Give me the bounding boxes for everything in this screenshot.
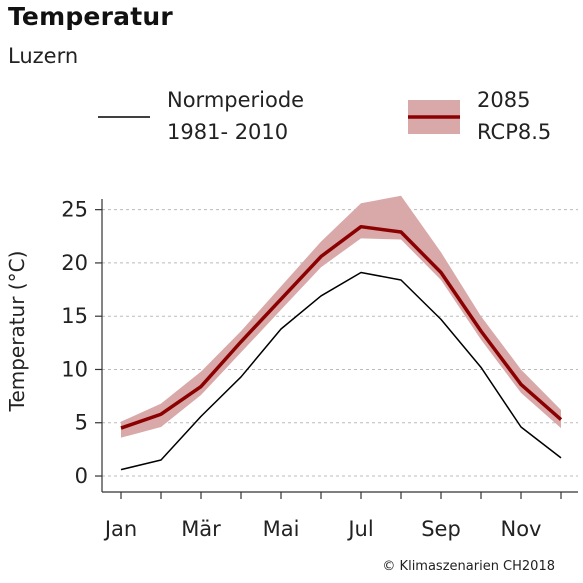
legend-scenario-label: 2085 RCP8.5 — [477, 84, 551, 148]
y-tick-label: 5 — [75, 411, 88, 435]
tick-labels: 0 5 10 15 20 25 Jan Mär Mai Jul Sep Nov — [61, 198, 541, 541]
scenario-2085-line — [120, 224, 563, 430]
y-tick-label: 10 — [61, 357, 88, 381]
legend-scenario-line1: 2085 — [477, 88, 531, 112]
x-tick-label: Mai — [263, 517, 300, 541]
y-tick-label: 15 — [61, 304, 88, 328]
legend — [98, 100, 460, 134]
normal-period-line — [120, 271, 562, 471]
chart-title: Temperatur — [8, 2, 173, 31]
grid-lines — [102, 209, 578, 477]
y-tick-label: 0 — [75, 464, 88, 488]
copyright-footer: © Klimaszenarien CH2018 — [382, 559, 555, 574]
legend-normal-line1: Normperiode — [167, 88, 305, 112]
x-tick-label: Jan — [103, 517, 137, 541]
chart-subtitle: Luzern — [8, 44, 79, 68]
y-axis-label: Temperatur (°C) — [5, 251, 29, 413]
scenario-uncertainty-band — [121, 195, 561, 438]
legend-normal-label: Normperiode 1981- 2010 — [167, 84, 304, 148]
x-tick-label: Nov — [501, 517, 542, 541]
series-lines — [120, 224, 563, 471]
x-tick-label: Mär — [181, 517, 221, 541]
legend-scenario-line2: RCP8.5 — [477, 120, 552, 144]
axes — [95, 199, 578, 499]
legend-normal-line2: 1981- 2010 — [167, 120, 289, 144]
y-tick-label: 25 — [61, 198, 88, 222]
y-tick-label: 20 — [61, 251, 88, 275]
x-tick-label: Sep — [421, 517, 461, 541]
x-tick-label: Jul — [346, 517, 373, 541]
scenario-band — [121, 195, 561, 438]
